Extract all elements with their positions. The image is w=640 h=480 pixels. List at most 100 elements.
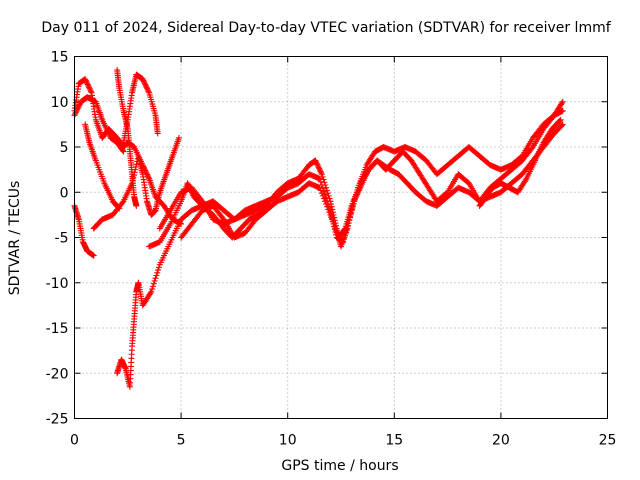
data-point <box>82 77 89 84</box>
series-track-g <box>114 67 140 209</box>
y-tick-label: -10 <box>46 276 69 292</box>
y-tick-label: 15 <box>51 50 69 66</box>
data-point <box>558 122 565 129</box>
data-point <box>83 78 90 85</box>
data-point <box>312 157 319 164</box>
data-point <box>318 190 325 197</box>
data-point <box>317 168 324 175</box>
y-tick-label: -25 <box>46 412 69 428</box>
data-point <box>87 88 94 95</box>
data-point <box>133 161 140 168</box>
data-point <box>559 121 566 128</box>
data-point <box>325 206 332 213</box>
data-point <box>120 148 127 155</box>
data-point <box>141 78 148 85</box>
data-point <box>318 169 325 176</box>
data-point <box>198 196 205 203</box>
series-track-i <box>146 98 566 250</box>
data-point <box>340 235 347 242</box>
data-point <box>144 172 151 179</box>
data-point <box>154 269 161 276</box>
x-tick-label: 20 <box>492 433 510 449</box>
data-point <box>522 177 529 184</box>
data-points <box>71 67 566 390</box>
data-point <box>148 288 155 295</box>
data-point <box>323 187 330 194</box>
data-point <box>75 102 82 109</box>
data-point <box>152 275 159 282</box>
data-point <box>557 116 564 123</box>
data-point <box>144 85 151 92</box>
series-track-f <box>120 71 161 146</box>
data-point <box>147 290 154 297</box>
y-tick-label: -20 <box>46 366 69 382</box>
data-point <box>85 84 92 91</box>
data-point <box>142 81 149 88</box>
data-point <box>119 199 126 206</box>
data-point <box>155 267 162 274</box>
x-tick-label: 0 <box>70 433 79 449</box>
y-tick-label: 10 <box>51 95 69 111</box>
data-point <box>90 252 97 259</box>
data-point <box>76 101 83 108</box>
data-point <box>184 180 191 187</box>
data-point <box>140 77 147 84</box>
data-point <box>133 202 140 209</box>
data-point <box>72 109 79 116</box>
plot-frame <box>74 56 608 419</box>
data-point <box>319 192 326 199</box>
y-axis-label: SDTVAR / TECUs <box>7 181 23 296</box>
data-point <box>153 272 160 279</box>
data-point <box>86 85 93 92</box>
data-point <box>316 167 323 174</box>
data-point <box>82 76 89 83</box>
series-track-c <box>71 94 127 155</box>
data-point <box>341 226 348 233</box>
data-point <box>84 80 91 87</box>
x-axis-label: GPS time / hours <box>281 458 398 474</box>
data-point <box>175 134 182 141</box>
data-point <box>314 163 321 170</box>
data-point <box>326 209 333 216</box>
chart-title: Day 011 of 2024, Sidereal Day-to-day VTE… <box>41 20 611 36</box>
data-point <box>324 203 331 210</box>
data-point <box>313 158 320 165</box>
data-point <box>130 174 137 181</box>
data-point <box>119 147 126 154</box>
data-point <box>139 76 146 83</box>
series-track-l <box>476 116 564 209</box>
data-point <box>151 277 158 284</box>
data-point <box>155 264 162 271</box>
data-point <box>149 286 156 293</box>
data-point <box>74 106 81 113</box>
y-tick-label: 0 <box>60 185 69 201</box>
series-track-e <box>90 134 182 232</box>
x-tick-label: 25 <box>599 433 617 449</box>
y-axis-tick-labels: -25 -20 -15 -10 -5 0 5 10 15 <box>46 50 69 428</box>
grid-lines <box>74 56 608 419</box>
data-point <box>72 110 79 117</box>
y-tick-label: 5 <box>60 140 69 156</box>
data-point <box>316 165 323 172</box>
data-point <box>142 82 149 89</box>
data-point <box>559 98 566 105</box>
data-point <box>559 107 566 114</box>
series-track-a <box>71 202 97 259</box>
data-point <box>340 239 347 246</box>
data-point <box>323 201 330 208</box>
data-point <box>528 145 535 152</box>
x-tick-label: 5 <box>177 433 186 449</box>
data-point <box>150 280 157 287</box>
data-point <box>318 171 325 178</box>
data-point <box>75 104 82 111</box>
data-point <box>149 283 156 290</box>
data-point <box>219 215 226 222</box>
data-point <box>322 198 329 205</box>
data-point <box>315 164 322 171</box>
data-point <box>85 82 92 89</box>
data-point <box>144 86 151 93</box>
data-point <box>154 130 161 137</box>
data-point <box>143 170 150 177</box>
series-track-j <box>156 107 566 246</box>
